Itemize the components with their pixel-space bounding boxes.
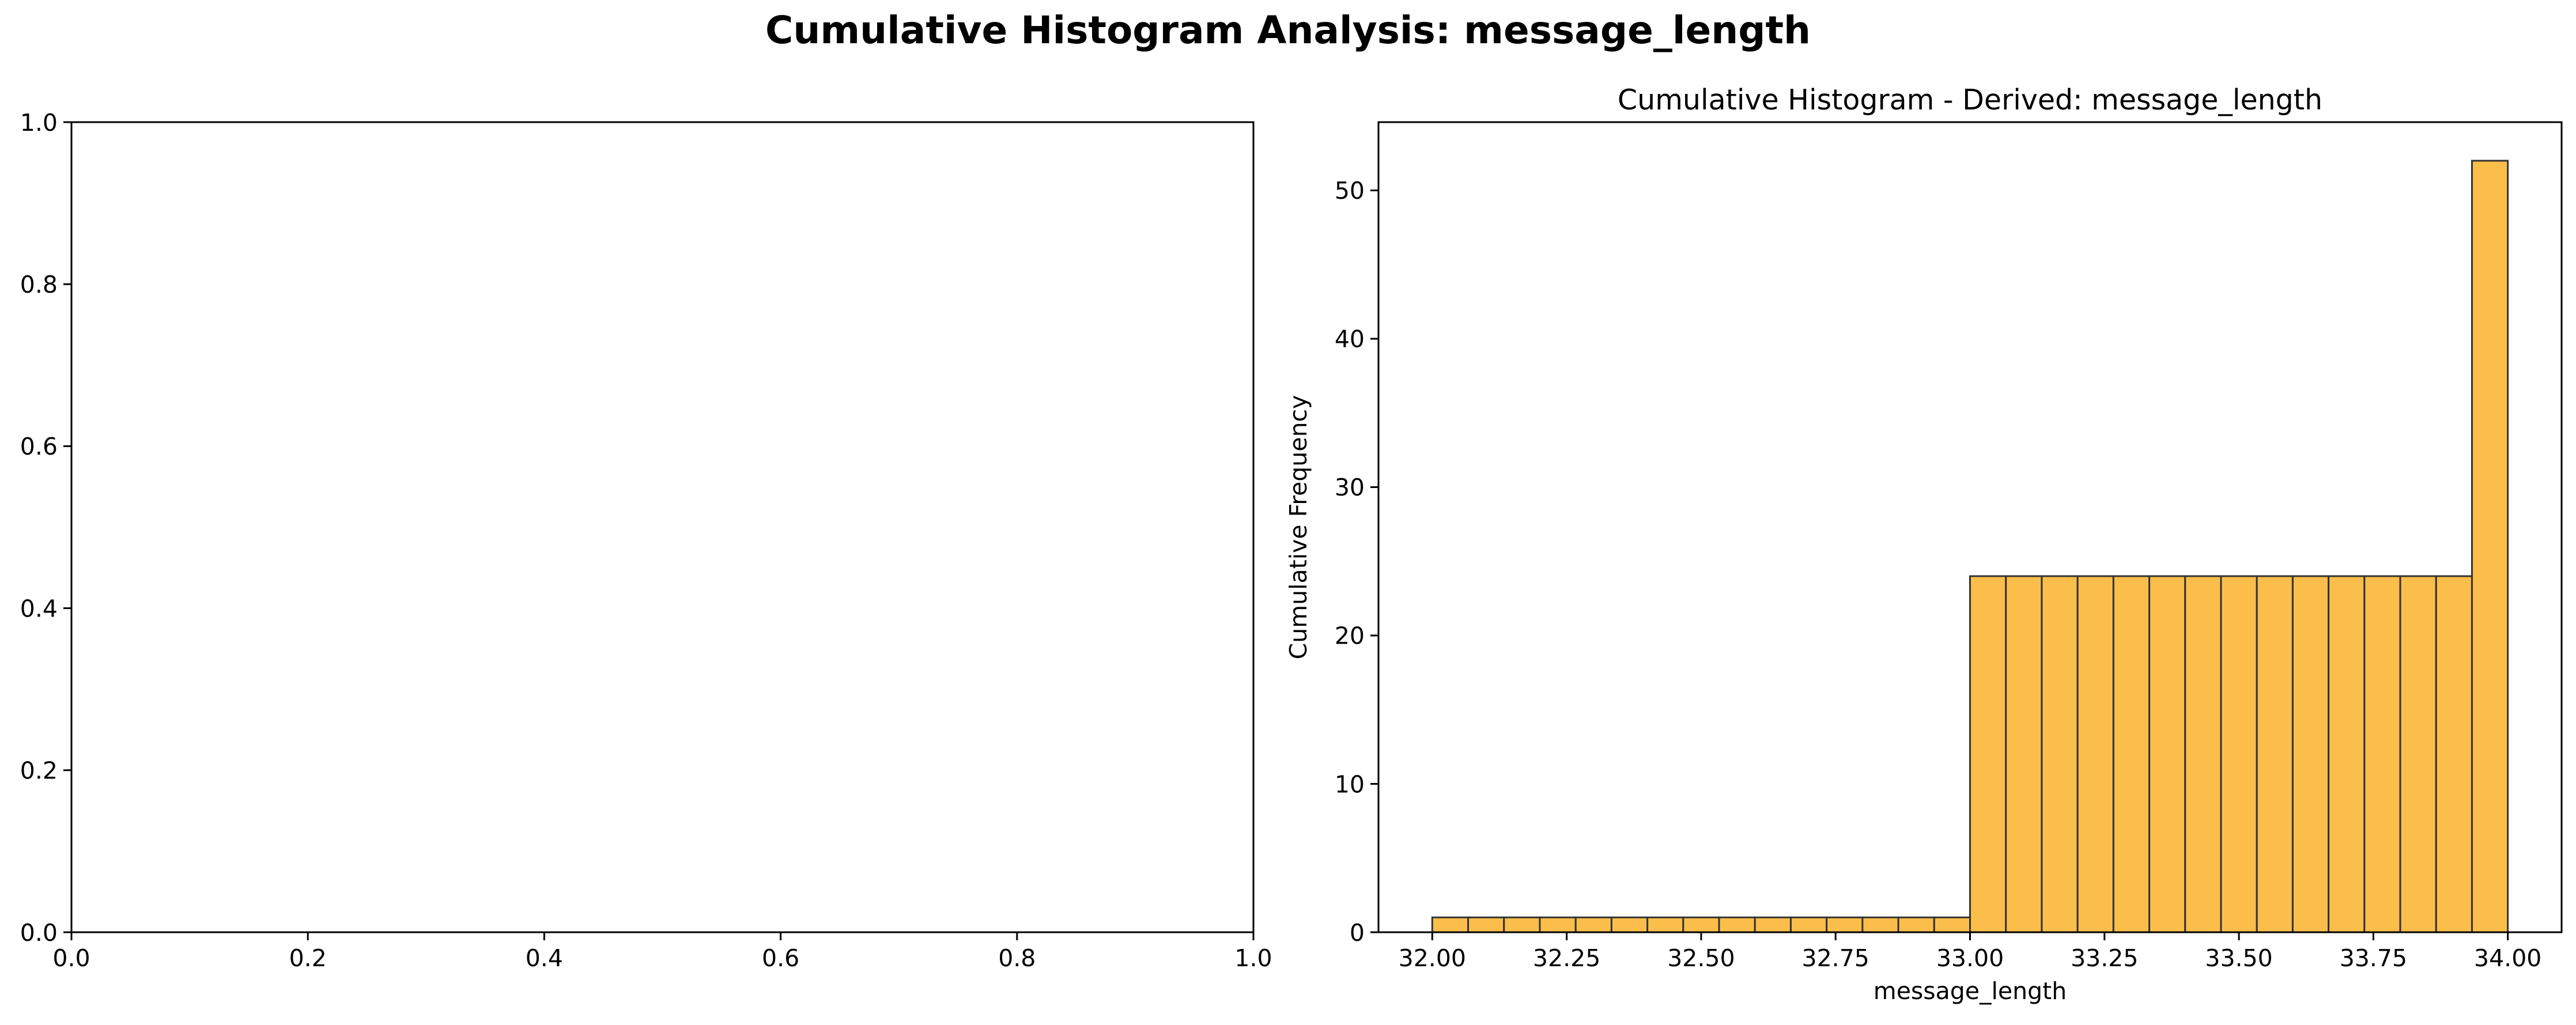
right-xtick-label-1: 32.25 — [1533, 944, 1600, 972]
right-bar-3 — [1539, 916, 1577, 933]
right-bar-15 — [1969, 575, 2007, 933]
right-bar-29 — [2471, 160, 2509, 933]
right-cumulative-histogram: 32.00 32.25 32.50 32.75 33.00 33.25 33.50 33.75… — [1285, 84, 2563, 1005]
left-xtick-label-2: 0.4 — [526, 944, 563, 972]
left-xtick-label-0: 0.0 — [52, 944, 90, 972]
right-ytick-label-5: 50 — [1335, 177, 1365, 205]
right-ylabel: Cumulative Frequency — [1285, 395, 1312, 660]
right-xtick-label-3: 32.75 — [1802, 944, 1869, 972]
right-bar-24 — [2291, 575, 2330, 933]
right-ytick-label-1: 10 — [1335, 770, 1365, 798]
right-bar-21 — [2184, 575, 2222, 933]
left-ytick-label-5: 1.0 — [20, 109, 58, 137]
left-ytick-label-1: 0.2 — [20, 757, 58, 785]
right-xlabel: message_length — [1874, 977, 2067, 1005]
right-bar-0 — [1431, 916, 1470, 933]
right-title: Cumulative Histogram - Derived: message_… — [1618, 84, 2322, 116]
right-ytick-label-2: 20 — [1335, 622, 1365, 650]
left-xtick-label-4: 0.8 — [998, 944, 1036, 972]
right-bar-25 — [2328, 575, 2366, 933]
right-bar-13 — [1897, 916, 1935, 933]
right-bar-14 — [1933, 916, 1971, 933]
left-xtick-label-5: 1.0 — [1234, 944, 1272, 972]
right-bar-10 — [1789, 916, 1828, 933]
right-bar-4 — [1574, 916, 1612, 933]
left-frame — [70, 121, 1255, 933]
left-ytick-label-4: 0.8 — [20, 271, 58, 298]
left-ytick-label-0: 0.0 — [20, 919, 58, 947]
right-bar-5 — [1610, 916, 1649, 933]
right-xtick-label-4: 33.00 — [1936, 944, 2004, 972]
right-bar-22 — [2220, 575, 2258, 933]
right-ytick-label-4: 40 — [1335, 326, 1365, 353]
right-bar-18 — [2076, 575, 2114, 933]
right-bar-28 — [2435, 575, 2473, 933]
right-xtick-label-6: 33.50 — [2205, 944, 2272, 972]
right-xtick-label-2: 32.50 — [1667, 944, 1735, 972]
right-bar-16 — [2005, 575, 2043, 933]
right-bar-23 — [2256, 575, 2294, 933]
right-xtick-label-8: 34.00 — [2474, 944, 2541, 972]
right-bar-26 — [2363, 575, 2401, 933]
right-bar-2 — [1503, 916, 1541, 933]
left-ytick-label-2: 0.4 — [20, 595, 58, 622]
left-ytick-label-3: 0.6 — [20, 433, 58, 460]
right-bar-12 — [1861, 916, 1899, 933]
right-ytick-label-0: 0 — [1350, 919, 1365, 947]
right-bar-19 — [2112, 575, 2151, 933]
left-empty-axes: 0.0 0.2 0.4 0.6 0.8 1.0 0.0 0.2 0.4 0.6 0.8 1.0 — [20, 109, 1272, 972]
right-bar-8 — [1718, 916, 1756, 933]
right-bar-7 — [1682, 916, 1720, 933]
right-bar-17 — [2041, 575, 2079, 933]
right-bar-6 — [1646, 916, 1684, 933]
left-xtick-label-1: 0.2 — [289, 944, 327, 972]
right-bar-9 — [1754, 916, 1792, 933]
figure-suptitle: Cumulative Histogram Analysis: message_l… — [765, 8, 1811, 52]
right-bar-27 — [2399, 575, 2437, 933]
right-xtick-label-7: 33.75 — [2340, 944, 2407, 972]
right-bar-11 — [1826, 916, 1864, 933]
right-xtick-label-5: 33.25 — [2071, 944, 2138, 972]
left-xtick-label-3: 0.6 — [762, 944, 799, 972]
right-bar-1 — [1467, 916, 1505, 933]
right-xtick-label-0: 32.00 — [1399, 944, 1466, 972]
right-ytick-label-3: 30 — [1335, 474, 1365, 501]
right-bar-20 — [2148, 575, 2186, 933]
